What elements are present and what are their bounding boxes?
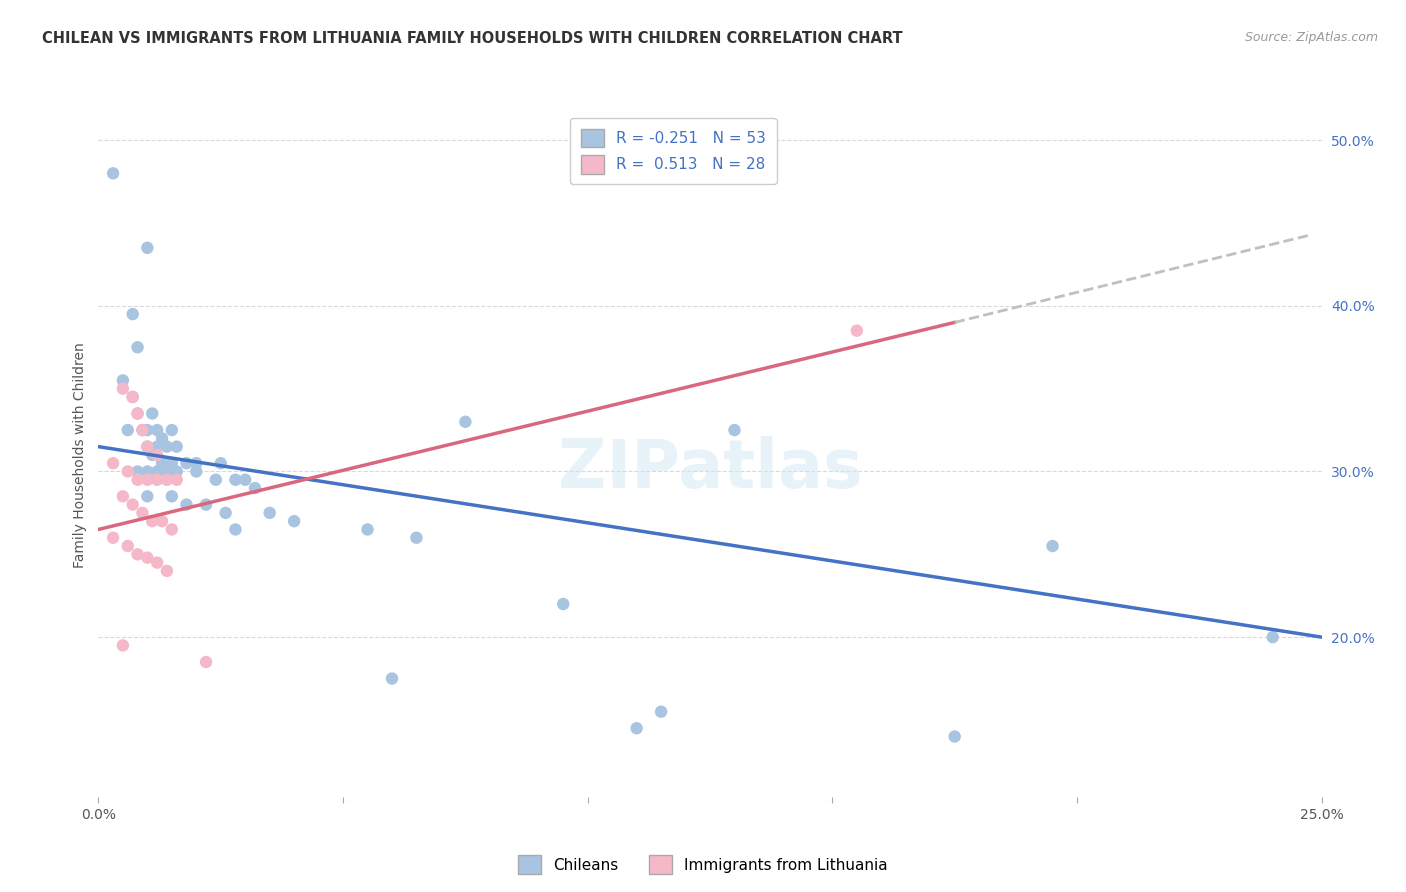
Point — [146, 448, 169, 462]
Point — [156, 465, 179, 479]
Point — [111, 489, 134, 503]
Point — [127, 473, 149, 487]
Point — [131, 506, 153, 520]
Point — [1261, 630, 1284, 644]
Point — [454, 415, 477, 429]
Point — [136, 423, 159, 437]
Point — [205, 473, 228, 487]
Point — [195, 498, 218, 512]
Point — [381, 672, 404, 686]
Point — [186, 456, 208, 470]
Point — [160, 456, 183, 470]
Point — [101, 531, 124, 545]
Point — [146, 473, 169, 487]
Point — [117, 423, 139, 437]
Point — [243, 481, 266, 495]
Point — [136, 465, 159, 479]
Point — [127, 465, 149, 479]
Point — [111, 382, 134, 396]
Point — [156, 564, 179, 578]
Point — [136, 440, 159, 454]
Point — [209, 456, 232, 470]
Point — [176, 456, 198, 470]
Point — [146, 556, 169, 570]
Text: CHILEAN VS IMMIGRANTS FROM LITHUANIA FAMILY HOUSEHOLDS WITH CHILDREN CORRELATION: CHILEAN VS IMMIGRANTS FROM LITHUANIA FAM… — [42, 31, 903, 46]
Point — [131, 423, 153, 437]
Point — [150, 456, 173, 470]
Point — [141, 407, 163, 421]
Point — [136, 550, 159, 565]
Point — [283, 514, 305, 528]
Point — [141, 514, 163, 528]
Point — [166, 473, 188, 487]
Point — [121, 390, 143, 404]
Point — [101, 166, 124, 180]
Point — [150, 431, 173, 445]
Point — [195, 655, 218, 669]
Point — [214, 506, 236, 520]
Point — [845, 324, 868, 338]
Point — [626, 721, 648, 735]
Point — [136, 241, 159, 255]
Point — [160, 523, 183, 537]
Point — [117, 539, 139, 553]
Point — [111, 639, 134, 653]
Point — [127, 407, 149, 421]
Point — [127, 407, 149, 421]
Point — [101, 456, 124, 470]
Point — [131, 423, 153, 437]
Point — [121, 498, 143, 512]
Y-axis label: Family Households with Children: Family Households with Children — [73, 342, 87, 568]
Point — [233, 473, 256, 487]
Point — [553, 597, 575, 611]
Point — [117, 465, 139, 479]
Point — [121, 390, 143, 404]
Point — [127, 340, 149, 354]
Point — [160, 423, 183, 437]
Text: Source: ZipAtlas.com: Source: ZipAtlas.com — [1244, 31, 1378, 45]
Point — [146, 440, 169, 454]
Point — [156, 440, 179, 454]
Point — [127, 547, 149, 561]
Point — [259, 506, 281, 520]
Point — [166, 465, 188, 479]
Text: ZIPatlas: ZIPatlas — [558, 436, 862, 502]
Point — [224, 523, 246, 537]
Point — [121, 307, 143, 321]
Point — [146, 465, 169, 479]
Point — [136, 473, 159, 487]
Point — [176, 498, 198, 512]
Point — [160, 489, 183, 503]
Point — [723, 423, 745, 437]
Legend: Chileans, Immigrants from Lithuania: Chileans, Immigrants from Lithuania — [512, 849, 894, 880]
Point — [150, 514, 173, 528]
Point — [146, 423, 169, 437]
Point — [141, 448, 163, 462]
Point — [356, 523, 378, 537]
Point — [111, 373, 134, 387]
Point — [186, 465, 208, 479]
Point — [224, 473, 246, 487]
Point — [1042, 539, 1064, 553]
Point — [166, 440, 188, 454]
Point — [650, 705, 672, 719]
Point — [405, 531, 427, 545]
Point — [136, 440, 159, 454]
Point — [943, 730, 966, 744]
Point — [136, 489, 159, 503]
Legend: R = -0.251   N = 53, R =  0.513   N = 28: R = -0.251 N = 53, R = 0.513 N = 28 — [569, 118, 776, 185]
Point — [156, 473, 179, 487]
